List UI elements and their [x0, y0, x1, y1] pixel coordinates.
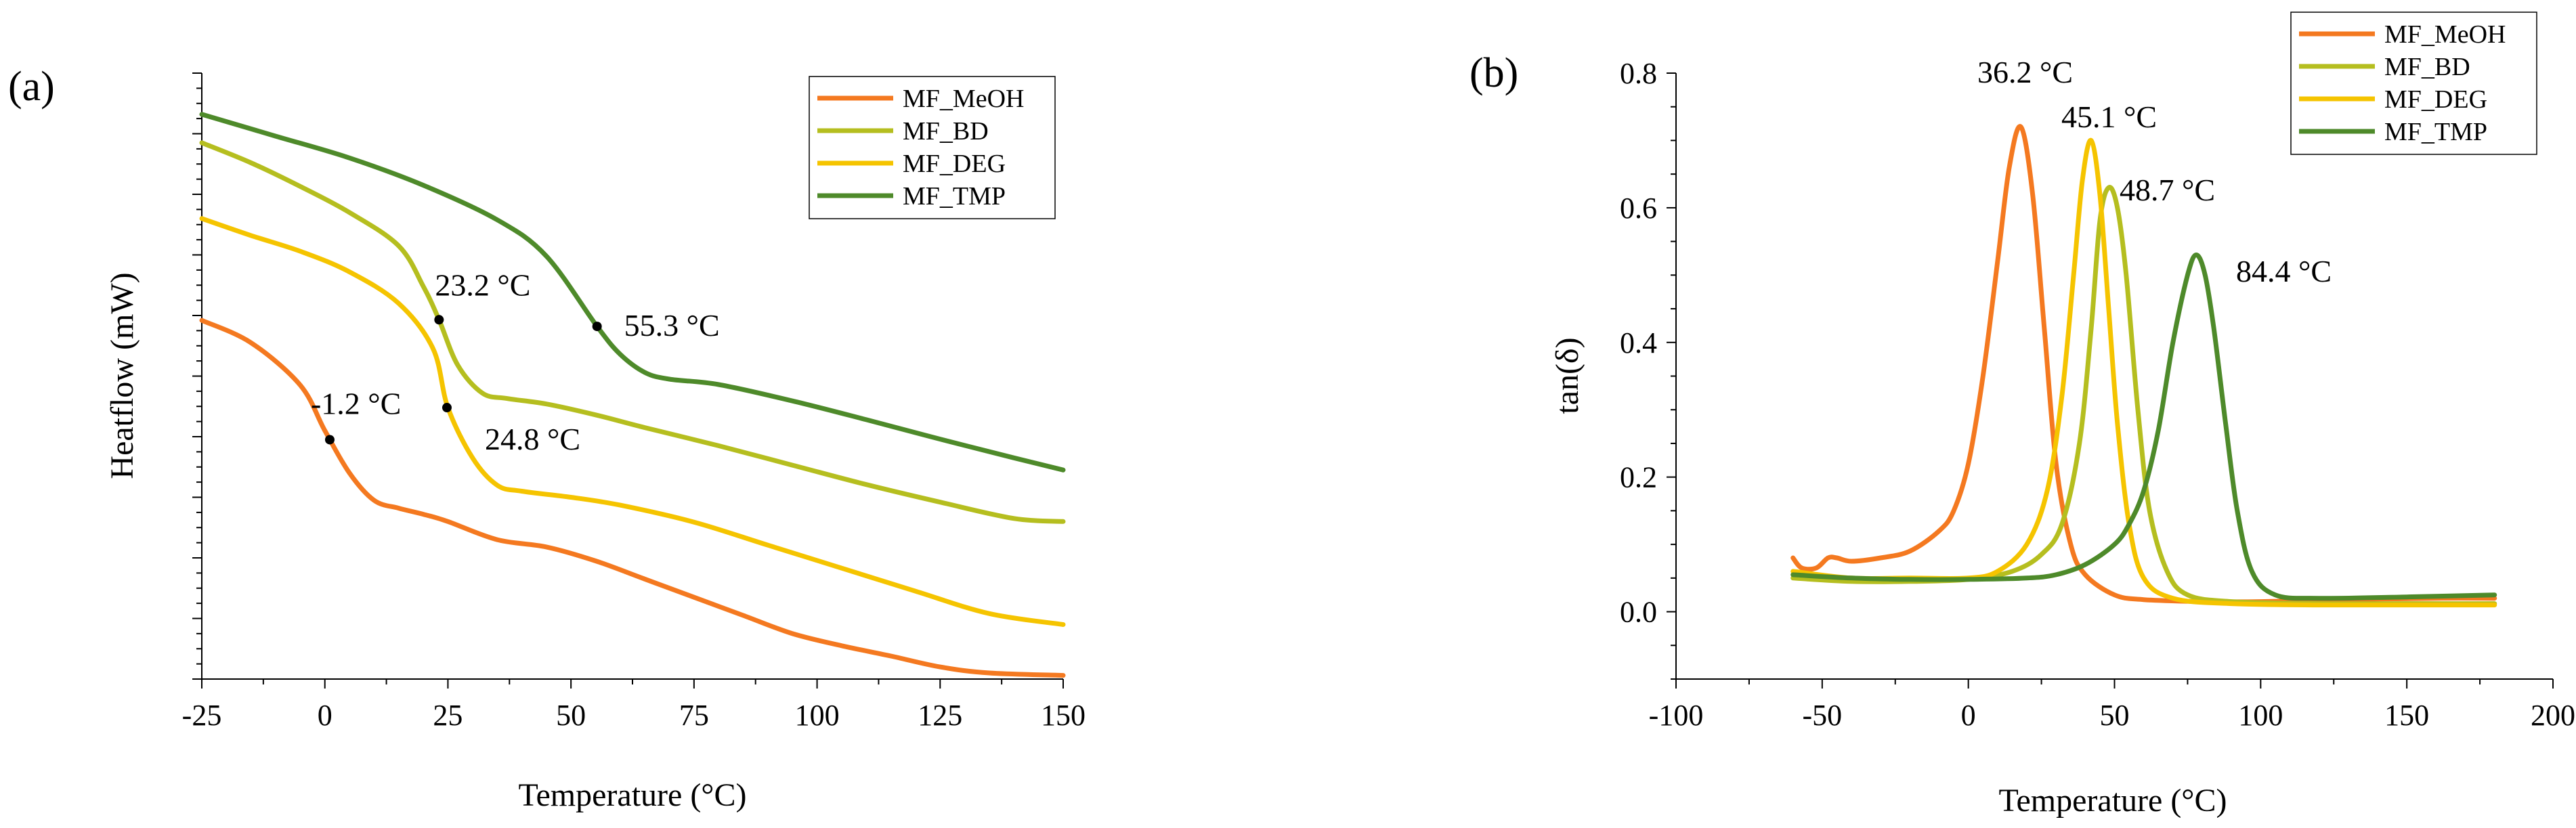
panel-b-x-tick-label: 200 — [2531, 699, 2575, 732]
panel-a-label: (a) — [8, 64, 55, 110]
panel-a-x-tick-label: 75 — [679, 699, 709, 732]
panel-b-legend-label: MF_MeOH — [2384, 20, 2506, 49]
panel-a: (a) -25 0 25 50 75 100 125 150 -1.2 °C 23.2 °C 24… — [8, 64, 1086, 813]
panel-b: (b) 0.00.20.40.60.8 -100 -50 0 50 100 150 200 … — [1469, 12, 2575, 819]
panel-a-x-tick-label: 25 — [433, 699, 463, 732]
panel-b-x-tick-label: 0 — [1961, 699, 1976, 732]
panel-b-annotation-label: 45.1 °C — [2061, 100, 2157, 134]
panel-a-line-mf-meoh — [199, 318, 1066, 678]
panel-a-x-tick-label: 50 — [556, 699, 586, 732]
panel-a-line-mf-tmp — [199, 112, 1066, 473]
panel-a-annotation-label: 24.8 °C — [485, 422, 580, 456]
panel-b-line-mf-deg — [1790, 137, 2497, 608]
panel-a-x-ticks: -25 0 25 50 75 100 125 150 — [182, 679, 1086, 732]
panel-b-y-tick-label: 0.6 — [1620, 192, 1657, 225]
panel-b-x-tick-label: 150 — [2384, 699, 2429, 732]
panel-a-x-axis-title: Temperature (°C) — [518, 777, 746, 813]
panel-b-annotation-label: 84.4 °C — [2236, 254, 2332, 288]
panel-a-annotation-label: -1.2 °C — [311, 386, 401, 420]
panel-b-legend: MF_MeOH MF_BD MF_DEG MF_TMP — [2290, 12, 2537, 155]
panel-a-x-tick-label: 125 — [918, 699, 962, 732]
panel-b-x-ticks: -100 -50 0 50 100 150 200 — [1649, 679, 2575, 732]
panel-b-y-tick-label: 0.8 — [1620, 57, 1657, 90]
panel-a-annotation-label: 23.2 °C — [435, 267, 530, 302]
panel-b-annotation-label: 48.7 °C — [2120, 173, 2215, 207]
panel-a-annotation-dot — [324, 435, 335, 445]
panel-a-x-tick-label: 150 — [1041, 699, 1086, 732]
panel-b-x-tick-label: -50 — [1803, 699, 1843, 732]
panel-a-x-tick-label: 0 — [318, 699, 332, 732]
panel-a-annotation-dot — [434, 315, 444, 325]
panel-a-y-ticks — [192, 72, 202, 680]
panel-b-x-axis-title: Temperature (°C) — [1998, 783, 2227, 819]
panel-a-annotation-dot — [592, 322, 602, 332]
panel-a-x-tick-label: -25 — [182, 699, 222, 732]
panel-a-legend-label: MF_DEG — [903, 150, 1006, 178]
panel-b-label: (b) — [1469, 50, 1518, 96]
panel-a-legend: MF_MeOH MF_BD MF_DEG MF_TMP — [809, 76, 1056, 219]
panel-b-series — [1790, 124, 2497, 608]
panel-b-line-mf-tmp — [1790, 253, 2497, 601]
panel-b-x-tick-label: -100 — [1649, 699, 1704, 732]
panel-b-line-mf-bd — [1790, 185, 2497, 607]
panel-a-line-mf-deg — [199, 216, 1066, 627]
panel-b-y-tick-label: 0.0 — [1620, 596, 1657, 629]
panel-a-legend-label: MF_TMP — [903, 182, 1006, 211]
panel-b-y-tick-label: 0.2 — [1620, 461, 1657, 494]
panel-b-y-tick-label: 0.4 — [1620, 326, 1657, 359]
panel-b-annotation-label: 36.2 °C — [1977, 55, 2073, 89]
panel-a-legend-label: MF_BD — [903, 117, 989, 146]
panel-b-x-tick-label: 100 — [2238, 699, 2283, 732]
panel-b-y-axis-title: tan(δ) — [1549, 337, 1585, 414]
panel-b-x-tick-label: 50 — [2100, 699, 2130, 732]
panel-b-legend-label: MF_BD — [2384, 53, 2470, 81]
panel-b-legend-label: MF_DEG — [2384, 85, 2487, 114]
panel-a-annotation-label: 55.3 °C — [624, 308, 720, 343]
panel-a-x-tick-label: 100 — [795, 699, 840, 732]
panel-a-line-mf-bd — [199, 140, 1066, 524]
panel-a-annotations: -1.2 °C 23.2 °C 24.8 °C 55.3 °C — [311, 267, 720, 456]
panel-b-legend-label: MF_TMP — [2384, 118, 2487, 146]
panel-a-y-axis-title: Heatflow (mW) — [104, 272, 140, 479]
panel-a-legend-label: MF_MeOH — [903, 85, 1024, 113]
panel-b-annotations: 36.2 °C 45.1 °C 48.7 °C 84.4 °C — [1977, 55, 2332, 288]
panel-a-annotation-dot — [442, 403, 452, 413]
panel-b-y-ticks: 0.0 0.2 0.4 0.6 0.8 — [1620, 57, 1676, 680]
